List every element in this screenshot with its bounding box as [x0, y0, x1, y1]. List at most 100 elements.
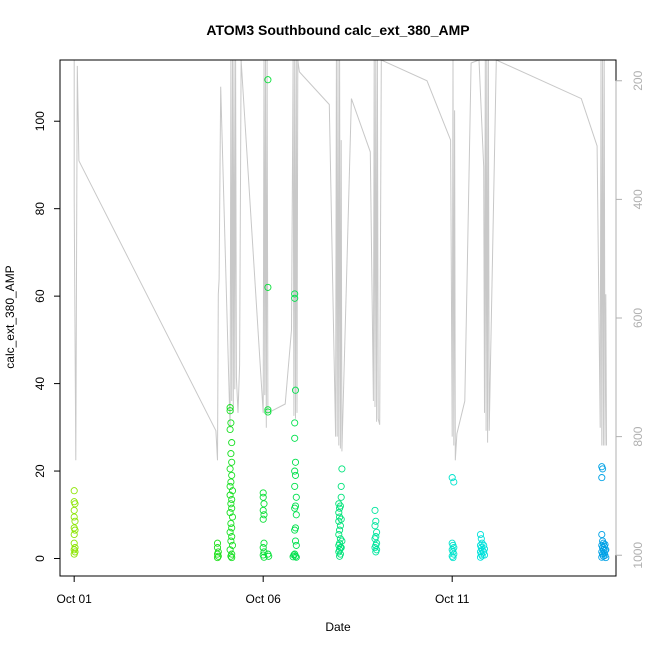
data-point	[291, 504, 299, 512]
data-point	[264, 283, 272, 291]
data-point	[71, 500, 79, 508]
y-axis: 0 20 40 60 80 100	[33, 111, 61, 562]
data-point	[228, 439, 236, 447]
right-tick-label: 1000	[631, 542, 645, 569]
data-point	[260, 511, 268, 519]
data-point	[70, 530, 78, 539]
data-point	[227, 419, 235, 427]
data-point	[259, 489, 267, 497]
data-point	[598, 553, 606, 561]
y-tick-label: 20	[33, 464, 47, 478]
data-point	[70, 487, 78, 495]
data-point	[213, 539, 222, 547]
data-point	[292, 493, 300, 501]
data-point	[228, 495, 236, 504]
data-point	[228, 471, 236, 479]
data-point	[265, 552, 273, 560]
data-point	[213, 544, 222, 552]
data-point	[227, 519, 235, 528]
data-point	[228, 487, 237, 495]
x-tick-label: Oct 11	[435, 592, 470, 606]
data-point	[291, 386, 300, 394]
data-point	[335, 509, 343, 517]
data-point	[291, 537, 300, 545]
data-point	[70, 506, 78, 514]
data-point	[371, 535, 379, 543]
data-point	[599, 465, 607, 473]
data-point	[290, 551, 298, 559]
data-point	[264, 406, 272, 414]
data-point	[450, 478, 458, 486]
data-point	[264, 76, 272, 84]
data-point	[337, 482, 345, 490]
data-point	[602, 554, 610, 562]
data-point	[226, 407, 234, 415]
data-point	[71, 526, 79, 534]
x-tick-label: Oct 01	[56, 592, 92, 606]
data-point	[259, 506, 267, 514]
data-point	[602, 546, 610, 554]
data-point	[291, 458, 300, 466]
data-point	[373, 528, 381, 536]
y-tick-label: 80	[33, 202, 47, 216]
data-point	[480, 545, 489, 553]
data-point	[259, 515, 267, 523]
y-axis-label: calc_ext_380_AMP	[3, 265, 17, 368]
data-point	[337, 493, 345, 501]
data-point	[337, 544, 345, 552]
data-point	[264, 408, 272, 416]
data-point	[335, 548, 343, 556]
data-point	[448, 552, 456, 560]
y-tick-label: 100	[33, 111, 47, 131]
right-tick-label: 200	[631, 70, 645, 90]
data-point	[371, 506, 379, 514]
data-point	[291, 294, 299, 302]
data-point	[371, 544, 379, 552]
data-point	[70, 513, 78, 521]
data-point	[371, 522, 379, 530]
data-point	[291, 290, 299, 298]
data-point	[227, 450, 235, 458]
depth-trace-line	[73, 59, 607, 461]
right-tick-label: 600	[631, 308, 645, 328]
data-point	[228, 458, 236, 466]
data-point	[598, 474, 606, 482]
data-point	[338, 465, 346, 473]
data-point	[228, 513, 237, 521]
data-point	[291, 471, 300, 479]
data-point	[338, 537, 346, 545]
data-point	[214, 552, 222, 560]
data-point	[598, 530, 606, 539]
data-point	[335, 517, 343, 525]
data-point	[476, 553, 485, 561]
chart-title: ATOM3 Southbound calc_ext_380_AMP	[206, 22, 469, 38]
data-point	[449, 554, 457, 562]
data-point	[292, 553, 300, 561]
depth-trace-layer	[73, 59, 607, 461]
data-point	[477, 535, 485, 543]
right-tick-label: 400	[631, 189, 645, 209]
data-point	[260, 539, 268, 547]
data-point	[226, 509, 234, 517]
data-point	[336, 535, 344, 543]
data-point	[213, 554, 222, 562]
y-tick-label: 40	[33, 377, 47, 391]
data-point	[337, 515, 345, 523]
data-point	[227, 552, 235, 560]
data-point	[227, 537, 235, 545]
y-tick-label: 0	[33, 555, 47, 562]
x-axis-label: Date	[325, 620, 351, 634]
data-point	[372, 548, 380, 556]
data-point	[336, 502, 344, 510]
data-point	[291, 434, 299, 442]
right-axis: 200 400 600 800 1000	[615, 70, 645, 569]
data-point	[227, 478, 235, 486]
data-point	[228, 533, 236, 541]
data-point	[480, 548, 488, 556]
data-point	[260, 500, 268, 508]
data-point	[372, 517, 380, 525]
data-point	[336, 526, 344, 534]
data-point	[226, 482, 234, 490]
y-tick-label: 60	[33, 289, 47, 303]
